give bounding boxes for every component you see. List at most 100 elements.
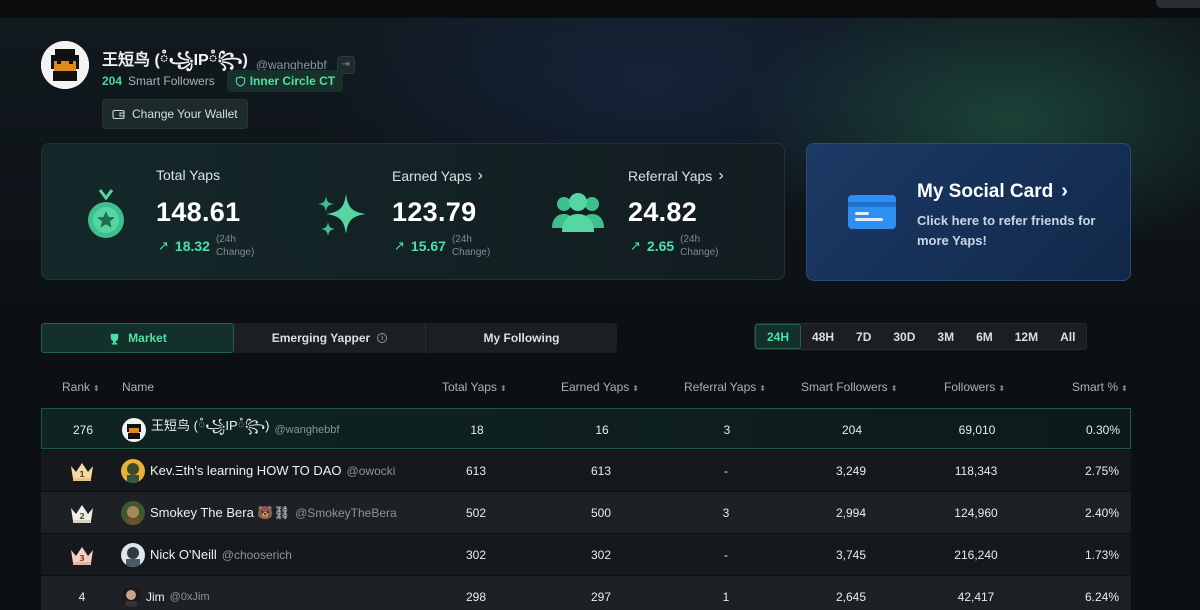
- row-total-yaps: 502: [465, 505, 487, 520]
- info-icon[interactable]: i: [377, 333, 388, 343]
- row-rank: 276: [72, 422, 94, 437]
- row-smart-pct: 0.30%: [1085, 422, 1120, 437]
- trend-up-icon: ↗: [158, 238, 169, 253]
- range-all[interactable]: All: [1060, 329, 1076, 344]
- row-user[interactable]: Smokey The Bera 🐻⛓ @SmokeyTheBera: [121, 492, 397, 533]
- col-referral-yaps[interactable]: Referral Yaps ⬍: [684, 380, 766, 394]
- earned-yaps-change: ↗ 15.67 (24h Change): [394, 233, 490, 259]
- leaderboard-tabs: Market Emerging Yapper i My Following: [41, 323, 617, 353]
- row-total-yaps: 613: [465, 463, 487, 478]
- avatar: [121, 500, 145, 525]
- smart-followers-row: 204 Smart Followers Inner Circle CT: [102, 70, 344, 92]
- col-rank[interactable]: Rank ⬍: [62, 380, 100, 394]
- row-user[interactable]: Nick O'Neill @chooserich: [121, 534, 292, 575]
- users-icon: [552, 193, 604, 232]
- col-smart-pct[interactable]: Smart % ⬍: [1072, 380, 1128, 394]
- row-smart-followers: 3,745: [835, 547, 867, 562]
- profile-display-name: 王短鸟 (ཾ꧁IPཾ꧂): [102, 52, 248, 69]
- badge-label: Inner Circle CT: [249, 74, 336, 88]
- table-row[interactable]: 1 Kev.Ξth's learning HOW TO DAO @owocki …: [41, 450, 1131, 491]
- row-referral-yaps: 3: [722, 505, 730, 520]
- svg-text:1: 1: [79, 470, 85, 479]
- col-total-yaps[interactable]: Total Yaps ⬍: [442, 380, 507, 394]
- row-referral-yaps: -: [724, 547, 728, 562]
- earned-yaps-label[interactable]: Earned Yaps ›: [392, 167, 483, 184]
- row-followers: 42,417: [957, 589, 995, 604]
- row-smart-followers: 2,645: [835, 589, 867, 604]
- table-row[interactable]: 3 Nick O'Neill @chooserich 302 302 - 3,7…: [41, 534, 1131, 575]
- earned-yaps-value: 123.79: [392, 197, 477, 227]
- tab-emerging-yapper[interactable]: Emerging Yapper i: [234, 323, 426, 353]
- yaps-stats-panel: Total Yaps 148.61 ↗ 18.32 (24h Change) Ea…: [41, 143, 785, 280]
- range-6m[interactable]: 6M: [976, 329, 993, 344]
- range-7d[interactable]: 7D: [856, 329, 872, 344]
- chevron-right-icon: ›: [1061, 180, 1068, 202]
- window-top-edge: [0, 0, 1200, 18]
- range-30d[interactable]: 30D: [893, 329, 916, 344]
- shield-icon: [235, 75, 245, 87]
- crown-rank-1-icon: 1: [41, 450, 123, 491]
- table-header: Rank ⬍ Name Total Yaps ⬍ Earned Yaps ⬍ Refe…: [41, 374, 1131, 400]
- row-user-handle: @SmokeyTheBera: [295, 505, 397, 520]
- row-user-handle: @owocki: [346, 463, 396, 478]
- social-card-subtitle: Click here to refer friends for more Yap…: [917, 213, 1096, 248]
- row-earned-yaps: 302: [590, 547, 612, 562]
- sort-icon: ⬍: [890, 384, 898, 393]
- logout-icon[interactable]: ⇥: [336, 55, 355, 74]
- row-smart-followers: 3,249: [835, 463, 867, 478]
- row-user-name: Nick O'Neill: [150, 547, 217, 562]
- svg-text:3: 3: [79, 554, 85, 563]
- row-user-name: Kev.Ξth's learning HOW TO DAO: [150, 463, 342, 478]
- total-yaps-label: Total Yaps: [156, 167, 221, 183]
- row-earned-yaps: 16: [595, 422, 609, 437]
- row-referral-yaps: -: [724, 463, 728, 478]
- col-name: Name: [122, 380, 155, 394]
- range-12m[interactable]: 12M: [1014, 329, 1039, 344]
- col-earned-yaps[interactable]: Earned Yaps ⬍: [561, 380, 639, 394]
- social-card-title: My Social Card ›: [917, 180, 1068, 202]
- range-48h[interactable]: 48H: [812, 329, 835, 344]
- profile-name-row: 王短鸟 (ཾ꧁IPཾ꧂) @wanghebbf ⇥: [102, 42, 355, 87]
- sort-icon: ⬍: [1121, 384, 1128, 393]
- tab-market[interactable]: Market: [41, 323, 234, 353]
- inner-circle-badge: Inner Circle CT: [226, 70, 344, 92]
- row-followers: 124,960: [954, 505, 998, 520]
- social-card-button[interactable]: My Social Card › Click here to refer frie…: [806, 143, 1131, 281]
- row-user[interactable]: Kev.Ξth's learning HOW TO DAO @owocki: [121, 450, 395, 491]
- wallet-icon: [112, 109, 125, 120]
- smart-followers-label: Smart Followers: [128, 74, 215, 88]
- earned-yaps-stat[interactable]: Earned Yaps › 123.79 ↗ 15.67 (24h Change): [282, 144, 522, 281]
- avatar: [121, 586, 141, 607]
- tab-market-label: Market: [128, 331, 167, 345]
- smart-followers-count: 204: [102, 74, 123, 88]
- row-user[interactable]: Jim @0xJim: [121, 576, 210, 610]
- change-wallet-label: Change Your Wallet: [132, 107, 238, 121]
- change-wallet-button[interactable]: Change Your Wallet: [102, 99, 248, 129]
- referral-yaps-stat[interactable]: Referral Yaps › 24.82 ↗ 2.65 (24h Change): [522, 144, 786, 281]
- col-smart-followers[interactable]: Smart Followers ⬍: [801, 380, 898, 394]
- row-earned-yaps: 500: [590, 505, 612, 520]
- table-row[interactable]: 2 Smokey The Bera 🐻⛓ @SmokeyTheBera 502 …: [41, 492, 1131, 533]
- total-yaps-change: ↗ 18.32 (24h Change): [158, 233, 254, 259]
- row-user-handle: @wanghebbf: [274, 423, 340, 436]
- range-24h[interactable]: 24H: [755, 324, 802, 349]
- profile-avatar[interactable]: [41, 41, 89, 89]
- referral-yaps-label[interactable]: Referral Yaps ›: [628, 167, 724, 184]
- total-yaps-change-value: 18.32: [174, 238, 210, 254]
- row-user[interactable]: 王短鸟 (ཾ꧁IPཾ꧂) @wanghebbf: [122, 409, 339, 450]
- range-3m[interactable]: 3M: [937, 329, 955, 344]
- tab-my-following[interactable]: My Following: [426, 323, 617, 353]
- trend-up-icon: ↗: [630, 238, 641, 253]
- table-row[interactable]: 4 Jim @0xJim 298 297 1 2,645 42,417 6.24…: [41, 576, 1131, 610]
- col-followers[interactable]: Followers ⬍: [944, 380, 1006, 394]
- referral-yaps-value: 24.82: [628, 197, 698, 227]
- table-row-self[interactable]: 276 王短鸟 (ཾ꧁IPཾ꧂) @wanghebbf 18 16 3 204 …: [41, 408, 1131, 449]
- earned-yaps-change-value: 15.67: [410, 238, 446, 254]
- row-followers: 69,010: [958, 422, 996, 437]
- sparkles-icon: [318, 194, 366, 236]
- row-smart-followers: 204: [841, 422, 863, 437]
- row-earned-yaps: 297: [590, 589, 612, 604]
- avatar: [122, 417, 146, 442]
- row-referral-yaps: 3: [723, 422, 731, 437]
- sort-icon: ⬍: [632, 384, 639, 393]
